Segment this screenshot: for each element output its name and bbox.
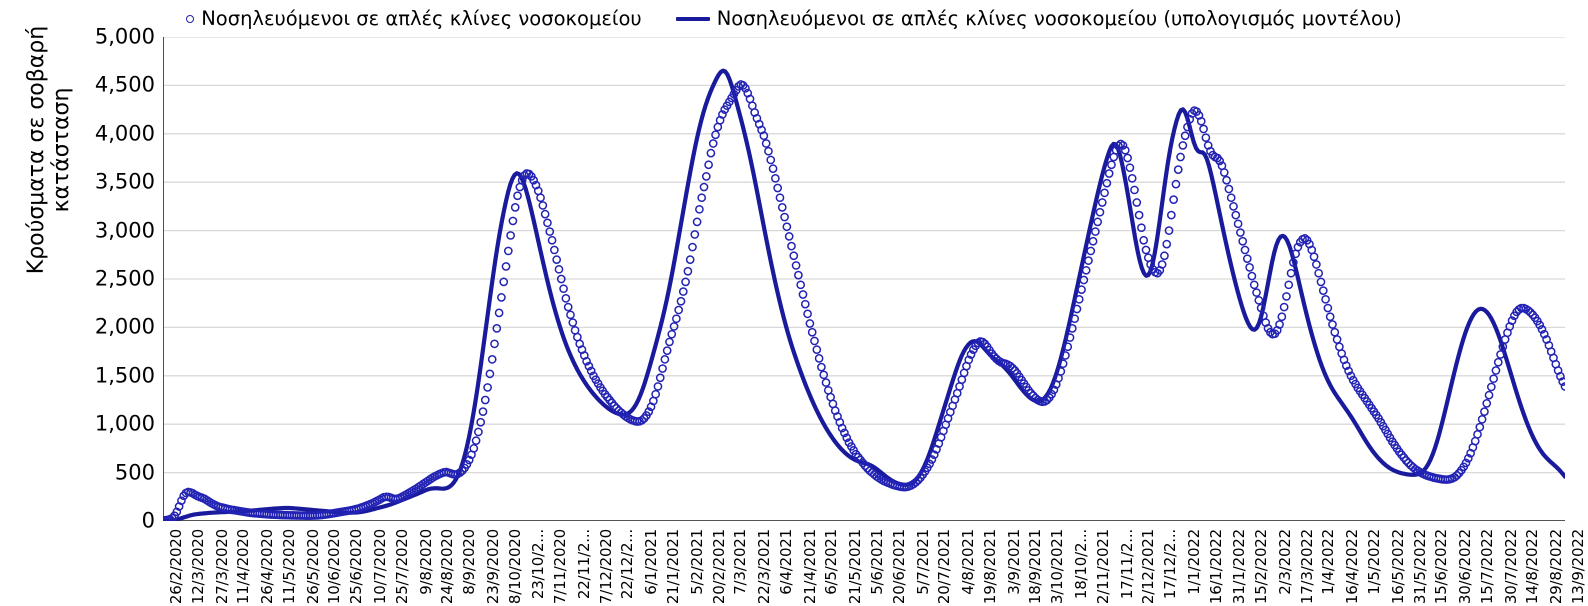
- x-axis-tick-label: 11/5/2020: [279, 529, 298, 605]
- x-axis-tick-label: 1/5/2022: [1364, 529, 1383, 595]
- y-axis-tick-label: 1,500: [94, 363, 155, 388]
- x-axis-tick-label: 8/9/2020: [459, 529, 478, 595]
- y-axis-tick-label: 2,000: [94, 314, 155, 339]
- legend-label-observed: Νοσηλευόμενοι σε απλές κλίνες νοσοκομείο…: [201, 7, 642, 31]
- x-axis-tick-label: 20/2/2021: [709, 529, 728, 605]
- y-axis-tick-label: 4,500: [94, 72, 155, 97]
- x-axis-tick-label: 23/10/2...: [529, 529, 548, 600]
- x-axis-tick-label: 7/11/2020: [551, 529, 570, 605]
- y-axis-tick-label: 5,000: [94, 24, 155, 49]
- x-axis-tick-label: 5/6/2021: [868, 529, 886, 595]
- x-axis-tick-label: 15/6/2022: [1432, 529, 1451, 605]
- x-axis-tick-label: 1/4/2022: [1319, 529, 1338, 595]
- x-axis-tick-label: 5/7/2021: [913, 529, 932, 595]
- x-axis-tick-label: 6/4/2021: [776, 529, 795, 595]
- y-axis-tick-label: 2,500: [94, 266, 155, 291]
- x-axis-tick-label: 17/3/2022: [1297, 529, 1316, 605]
- gridlines: [163, 37, 1565, 474]
- x-axis-tick-label: 25/7/2020: [392, 529, 411, 605]
- x-axis-tick-label: 1/1/2022: [1184, 529, 1203, 595]
- x-axis-tick-label: 22/3/2021: [755, 529, 774, 605]
- x-axis-tick-label: 7/3/2021: [731, 529, 750, 595]
- x-axis-tick-label: 2/11/2021: [1093, 529, 1112, 605]
- x-axis-tick-label: 10/7/2020: [371, 529, 389, 605]
- x-axis-tick-label: 2/12/2021: [1139, 529, 1158, 605]
- x-axis-tick-label: 15/7/2022: [1477, 529, 1496, 605]
- x-axis-tick-label: 31/5/2022: [1410, 529, 1429, 605]
- x-axis-tick-label: 11/4/2020: [234, 529, 253, 605]
- x-axis-tick-label: 21/1/2021: [663, 529, 682, 605]
- plot-area: [163, 37, 1565, 521]
- x-axis-tick-label: 23/9/2020: [483, 529, 502, 605]
- x-axis-tick-label: 26/5/2020: [303, 529, 322, 605]
- x-axis-tick-label: 2/3/2022: [1276, 529, 1294, 595]
- y-axis-tick-label: 3,500: [94, 169, 155, 194]
- x-axis-tick-label: 8/10/2020: [505, 529, 524, 605]
- x-axis-tick-label: 30/7/2022: [1501, 529, 1520, 605]
- x-axis-tick-label: 10/6/2020: [325, 529, 344, 605]
- x-axis-tick-label: 4/8/2021: [959, 529, 978, 595]
- y-axis-tick-label: 0: [141, 508, 155, 533]
- chart-legend: Νοσηλευόμενοι σε απλές κλίνες νοσοκομείο…: [0, 4, 1588, 34]
- x-axis-tick-label: 18/9/2021: [1026, 529, 1045, 605]
- y-axis-tick-label: 1,000: [94, 411, 155, 436]
- y-axis-tick-label: 4,000: [94, 121, 155, 146]
- x-axis-tick-label: 26/4/2020: [258, 529, 277, 605]
- chart-canvas: [163, 37, 1565, 521]
- x-axis-tick-label: 3/9/2021: [1004, 529, 1023, 595]
- x-axis-tick-label: 22/12/2...: [618, 529, 637, 600]
- x-axis-tick-label: 17/11/2...: [1117, 529, 1136, 600]
- x-axis-tick-label: 20/6/2021: [889, 529, 908, 605]
- y-axis-tick-labels: 0 500 1,000 1,500 2,000 2,500 3,000 3,500 4,000 4…: [0, 0, 155, 606]
- x-axis-tick-label: 24/8/2020: [438, 529, 457, 605]
- x-axis-tick-label: 12/3/2020: [188, 529, 207, 605]
- x-axis-tick-label: 6/1/2021: [642, 529, 661, 595]
- x-axis-tick-label: 20/7/2021: [935, 529, 954, 605]
- x-axis-tick-label: 26/2/2020: [167, 529, 185, 605]
- x-axis-tick-label: 16/4/2022: [1343, 529, 1362, 605]
- x-axis-tick-label: 14/8/2022: [1523, 529, 1542, 605]
- legend-item-observed[interactable]: Νοσηλευόμενοι σε απλές κλίνες νοσοκομείο…: [186, 9, 642, 29]
- model-line-series: [163, 68, 1565, 521]
- x-axis-tick-label: 15/2/2022: [1252, 529, 1271, 605]
- x-axis-tick-label: 17/12/2...: [1160, 529, 1179, 600]
- x-axis-tick-label: 9/8/2020: [416, 529, 435, 595]
- x-axis-tick-label: 7/12/2020: [596, 529, 615, 605]
- x-axis-tick-label: 22/11/2...: [575, 529, 593, 600]
- legend-item-model[interactable]: Νοσηλευόμενοι σε απλές κλίνες νοσοκομείο…: [675, 7, 1402, 31]
- y-axis-tick-label: 500: [114, 460, 155, 485]
- x-axis-tick-label: 16/5/2022: [1388, 529, 1407, 605]
- x-axis-tick-label: 25/6/2020: [347, 529, 366, 605]
- legend-label-model: Νοσηλευόμενοι σε απλές κλίνες νοσοκομείο…: [716, 7, 1402, 31]
- line-marker-icon: [675, 17, 710, 21]
- x-axis-tick-label: 3/10/2021: [1048, 529, 1067, 605]
- x-axis-tick-label: 6/5/2021: [822, 529, 841, 595]
- y-axis-tick-label: 3,000: [94, 218, 155, 243]
- circle-marker-icon: [186, 15, 195, 23]
- observed-scatter-series: [163, 80, 1565, 521]
- x-axis-tick-label: 29/8/2022: [1547, 529, 1566, 605]
- x-axis-tick-label: 27/3/2020: [212, 529, 231, 605]
- x-axis-tick-label: 21/5/2021: [846, 529, 865, 605]
- x-axis-tick-label: 16/1/2022: [1206, 529, 1225, 605]
- x-axis-tick-label: 21/4/2021: [800, 529, 819, 605]
- x-axis-tick-label: 31/1/2022: [1230, 529, 1249, 605]
- x-axis-tick-label: 19/8/2021: [980, 529, 999, 605]
- x-axis-tick-label: 30/6/2022: [1456, 529, 1475, 605]
- x-axis-tick-label: 13/9/2022: [1569, 529, 1587, 605]
- x-axis-tick-label: 5/2/2021: [687, 529, 706, 595]
- x-axis-tick-label: 18/10/2...: [1072, 529, 1090, 600]
